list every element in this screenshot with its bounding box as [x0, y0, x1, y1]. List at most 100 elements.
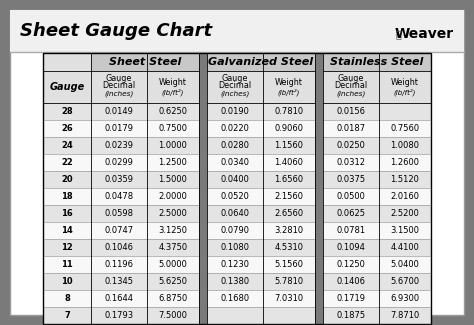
Bar: [323, 120, 431, 137]
Text: Decimal: Decimal: [219, 81, 252, 90]
Text: 0.1196: 0.1196: [104, 260, 134, 269]
Text: 0.0520: 0.0520: [220, 192, 249, 201]
Text: 20: 20: [61, 175, 73, 184]
Text: 14: 14: [61, 226, 73, 235]
Text: 1.5120: 1.5120: [391, 175, 419, 184]
Bar: [323, 154, 431, 171]
Bar: [207, 273, 315, 290]
Text: 0.0312: 0.0312: [337, 158, 365, 167]
Bar: [91, 222, 199, 239]
Text: 4.3750: 4.3750: [158, 243, 188, 252]
Text: 5.6700: 5.6700: [391, 277, 419, 286]
Text: 0.7810: 0.7810: [274, 107, 303, 116]
Bar: [43, 205, 91, 222]
Bar: [91, 290, 199, 307]
Text: 0.1793: 0.1793: [104, 311, 134, 320]
Text: 24: 24: [61, 141, 73, 150]
Text: 0.0179: 0.0179: [104, 124, 134, 133]
Text: 5.6250: 5.6250: [158, 277, 188, 286]
Text: 0.1875: 0.1875: [337, 311, 365, 320]
Text: 0.1094: 0.1094: [337, 243, 365, 252]
Text: 0.7500: 0.7500: [158, 124, 188, 133]
Text: 0.0781: 0.0781: [337, 226, 365, 235]
Text: 0.0640: 0.0640: [220, 209, 249, 218]
Text: 0.0149: 0.0149: [105, 107, 134, 116]
Text: 1.4060: 1.4060: [274, 158, 303, 167]
Text: 0.0500: 0.0500: [337, 192, 365, 201]
Text: 0.0359: 0.0359: [104, 175, 134, 184]
Text: 5.0400: 5.0400: [391, 260, 419, 269]
Text: 1.0080: 1.0080: [391, 141, 419, 150]
Text: 6.8750: 6.8750: [158, 294, 188, 303]
Bar: [91, 103, 199, 120]
Text: 0.1230: 0.1230: [220, 260, 249, 269]
Bar: [43, 53, 91, 103]
Text: 0.0190: 0.0190: [220, 107, 249, 116]
Text: 1.0000: 1.0000: [159, 141, 187, 150]
Text: 0.7560: 0.7560: [391, 124, 419, 133]
Text: 7.8710: 7.8710: [391, 311, 419, 320]
Text: 26: 26: [61, 124, 73, 133]
Text: 0.1406: 0.1406: [337, 277, 365, 286]
Text: 0.1719: 0.1719: [337, 294, 365, 303]
Bar: [207, 171, 315, 188]
Text: 1.2500: 1.2500: [159, 158, 187, 167]
Text: Sheet Gauge Chart: Sheet Gauge Chart: [20, 22, 212, 40]
Text: 1.2600: 1.2600: [391, 158, 419, 167]
Text: 0.6250: 0.6250: [158, 107, 188, 116]
Bar: [323, 205, 431, 222]
Text: 4.4100: 4.4100: [391, 243, 419, 252]
Text: 0.0625: 0.0625: [337, 209, 365, 218]
Text: 3.1500: 3.1500: [391, 226, 419, 235]
Text: 0.9060: 0.9060: [274, 124, 303, 133]
Text: 11: 11: [61, 260, 73, 269]
Bar: [207, 188, 315, 205]
Bar: [323, 256, 431, 273]
Text: Decimal: Decimal: [102, 81, 136, 90]
Bar: [43, 239, 91, 256]
Text: (lb/ft²): (lb/ft²): [162, 89, 184, 96]
Bar: [43, 188, 91, 205]
Text: 3.2810: 3.2810: [274, 226, 303, 235]
Bar: [207, 137, 315, 154]
Text: 7.5000: 7.5000: [158, 311, 188, 320]
Text: 3.1250: 3.1250: [158, 226, 188, 235]
Bar: [43, 71, 431, 103]
Text: 5.0000: 5.0000: [159, 260, 187, 269]
Bar: [207, 256, 315, 273]
Bar: [207, 222, 315, 239]
Bar: [91, 154, 199, 171]
Bar: [43, 256, 91, 273]
Text: 2.0000: 2.0000: [159, 192, 187, 201]
Text: (inches): (inches): [337, 91, 365, 97]
Bar: [323, 290, 431, 307]
Bar: [91, 256, 199, 273]
Text: Gauge: Gauge: [49, 82, 85, 92]
Text: Gauge: Gauge: [222, 73, 248, 83]
Bar: [323, 171, 431, 188]
Text: 0.0340: 0.0340: [220, 158, 249, 167]
Bar: [207, 154, 315, 171]
Text: 0.1380: 0.1380: [220, 277, 250, 286]
Text: (inches): (inches): [220, 91, 250, 97]
Text: Gauge: Gauge: [106, 73, 132, 83]
Text: 0.0250: 0.0250: [337, 141, 365, 150]
Bar: [207, 120, 315, 137]
Text: 2.5000: 2.5000: [159, 209, 187, 218]
Text: 2.6560: 2.6560: [274, 209, 303, 218]
Bar: [43, 171, 91, 188]
Bar: [207, 53, 315, 71]
Bar: [315, 53, 323, 324]
Text: 5.1560: 5.1560: [274, 260, 303, 269]
Text: 2.0160: 2.0160: [391, 192, 419, 201]
Text: (lb/ft²): (lb/ft²): [394, 89, 416, 96]
Bar: [91, 188, 199, 205]
Text: 0.0299: 0.0299: [105, 158, 134, 167]
Text: 1.1560: 1.1560: [274, 141, 303, 150]
Text: (lb/ft²): (lb/ft²): [278, 89, 300, 96]
Text: 0.1680: 0.1680: [220, 294, 250, 303]
Bar: [91, 120, 199, 137]
Text: 16: 16: [61, 209, 73, 218]
Text: (inches): (inches): [104, 91, 134, 97]
Bar: [323, 307, 431, 324]
